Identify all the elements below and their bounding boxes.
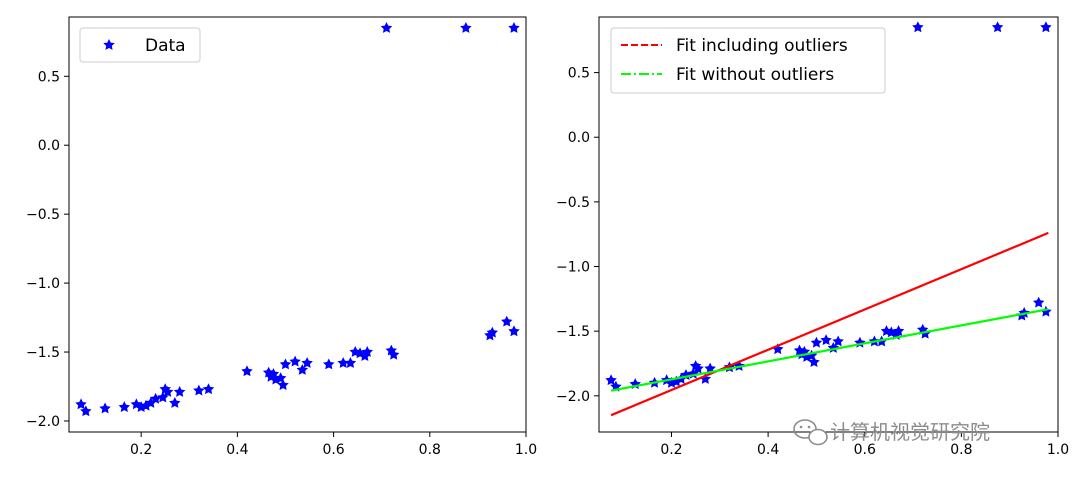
- y-tick-label: −2.0: [26, 414, 60, 430]
- legend-box: [610, 27, 886, 94]
- x-tick-label: 0.6: [322, 442, 344, 458]
- watermark-text: 计算机视觉研究院: [830, 420, 990, 444]
- x-tick-label: 0.6: [854, 442, 876, 458]
- legend-left: Data: [79, 27, 201, 63]
- y-tick-label: 0.0: [38, 138, 60, 154]
- chart-left: 0.2 0.4 0.6 0.8 1.0 0.5 0.0 −0.5 −1.0 −1.5 −2.0 D…: [26, 16, 537, 458]
- watermark: 计算机视觉研究院: [793, 419, 990, 446]
- y-tick-label: 0.5: [568, 66, 590, 82]
- x-tick-label: 1.0: [1047, 442, 1069, 458]
- y-tick-label: −2.0: [556, 389, 590, 405]
- fit-line-without-outliers: [610, 308, 1049, 392]
- fit-lines: [610, 231, 1049, 417]
- y-axis-left: 0.5 0.0 −0.5 −1.0 −1.5 −2.0: [26, 69, 69, 430]
- x-axis-left: 0.2 0.4 0.6 0.8 1.0: [130, 432, 537, 458]
- y-tick-label: −0.5: [556, 195, 590, 211]
- y-tick-label: −1.0: [26, 276, 60, 292]
- x-axis-right: 0.2 0.4 0.6 0.8 1.0: [660, 432, 1069, 458]
- y-tick-label: 0.0: [568, 130, 590, 146]
- legend-label-fit-including: Fit including outliers: [676, 36, 848, 56]
- wechat-icon: [793, 419, 828, 446]
- x-tick-label: 0.8: [419, 442, 441, 458]
- y-tick-label: −0.5: [26, 207, 60, 223]
- x-tick-label: 0.4: [226, 442, 248, 458]
- plot-area-left: [68, 16, 527, 433]
- y-tick-label: −1.5: [26, 345, 60, 361]
- x-tick-label: 0.2: [660, 442, 682, 458]
- y-tick-label: −1.0: [556, 260, 590, 276]
- y-axis-right: 0.5 0.0 −0.5 −1.0 −1.5 −2.0: [556, 66, 599, 405]
- y-tick-label: 0.5: [38, 69, 60, 85]
- legend-label-data: Data: [145, 36, 186, 56]
- x-tick-label: 0.2: [130, 442, 152, 458]
- y-tick-label: −1.5: [556, 324, 590, 340]
- chart-right: 0.2 0.4 0.6 0.8 1.0 0.5 0.0 −0.5 −1.0 −1.5 −2.0 F…: [556, 16, 1069, 458]
- x-tick-label: 0.8: [950, 442, 972, 458]
- fit-line-including-outliers: [610, 231, 1049, 417]
- x-tick-label: 1.0: [515, 442, 537, 458]
- legend-right: Fit including outliers Fit without outli…: [610, 27, 886, 94]
- legend-label-fit-without: Fit without outliers: [676, 65, 834, 85]
- legend-box: [79, 27, 201, 63]
- x-tick-label: 0.4: [757, 442, 779, 458]
